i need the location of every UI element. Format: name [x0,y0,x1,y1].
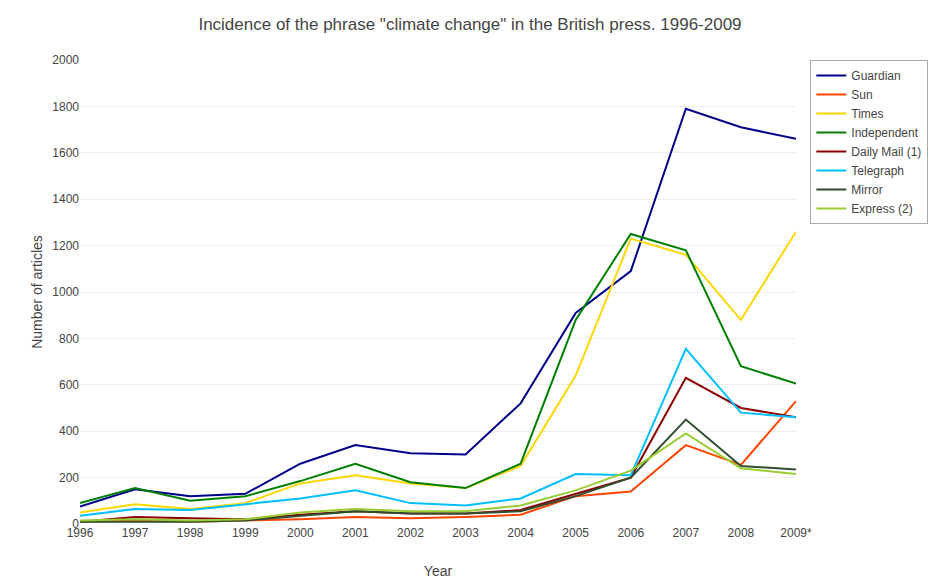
svg-text:Independent: Independent [851,126,918,140]
svg-text:1996: 1996 [67,526,94,540]
svg-text:Sun: Sun [851,88,872,102]
svg-text:1400: 1400 [52,192,79,206]
svg-text:2006: 2006 [617,526,644,540]
svg-text:2005: 2005 [562,526,589,540]
svg-text:2001: 2001 [342,526,369,540]
svg-text:2008: 2008 [728,526,755,540]
svg-text:Daily Mail (1): Daily Mail (1) [851,145,921,159]
svg-text:Number of articles: Number of articles [29,235,45,349]
svg-text:800: 800 [59,332,79,346]
svg-text:2007: 2007 [672,526,699,540]
svg-text:Year: Year [424,563,453,579]
svg-text:Express (2): Express (2) [851,202,912,216]
svg-text:2000: 2000 [287,526,314,540]
svg-text:200: 200 [59,471,79,485]
svg-text:400: 400 [59,424,79,438]
svg-text:1800: 1800 [52,100,79,114]
svg-text:2004: 2004 [507,526,534,540]
svg-text:Guardian: Guardian [851,69,900,83]
svg-text:1999: 1999 [232,526,259,540]
svg-text:600: 600 [59,378,79,392]
svg-text:0: 0 [72,517,79,531]
svg-text:Mirror: Mirror [851,183,882,197]
svg-text:1000: 1000 [52,285,79,299]
svg-text:Times: Times [851,107,883,121]
svg-text:2000: 2000 [52,53,79,67]
svg-text:Telegraph: Telegraph [851,164,904,178]
svg-text:1600: 1600 [52,146,79,160]
svg-text:2009*: 2009* [780,526,812,540]
svg-text:Incidence of the phrase "clima: Incidence of the phrase "climate change"… [198,15,741,34]
svg-text:2003: 2003 [452,526,479,540]
svg-text:1998: 1998 [177,526,204,540]
svg-text:1200: 1200 [52,239,79,253]
svg-text:2002: 2002 [397,526,424,540]
svg-text:1997: 1997 [122,526,149,540]
